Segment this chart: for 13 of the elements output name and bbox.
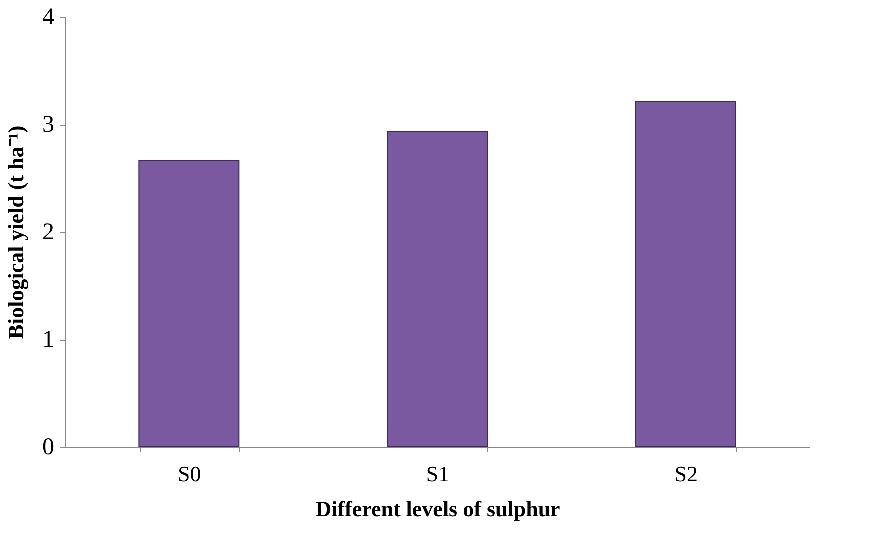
bar [635, 101, 736, 448]
bar [138, 160, 240, 448]
bar [387, 132, 488, 448]
y-tick-label: 1 [42, 327, 54, 353]
y-tick-label: 3 [42, 112, 54, 138]
x-tick-label: S2 [674, 462, 698, 486]
y-tick-label: 0 [42, 434, 54, 460]
x-axis-title: Different levels of sulphur [316, 496, 561, 522]
y-tick-label: 4 [42, 4, 54, 30]
y-tick-label: 2 [42, 220, 54, 246]
x-tick-label: S0 [178, 462, 202, 486]
y-axis-title: Biological yield (t ha⁻¹) [4, 126, 28, 340]
x-tick-label: S1 [426, 462, 450, 486]
